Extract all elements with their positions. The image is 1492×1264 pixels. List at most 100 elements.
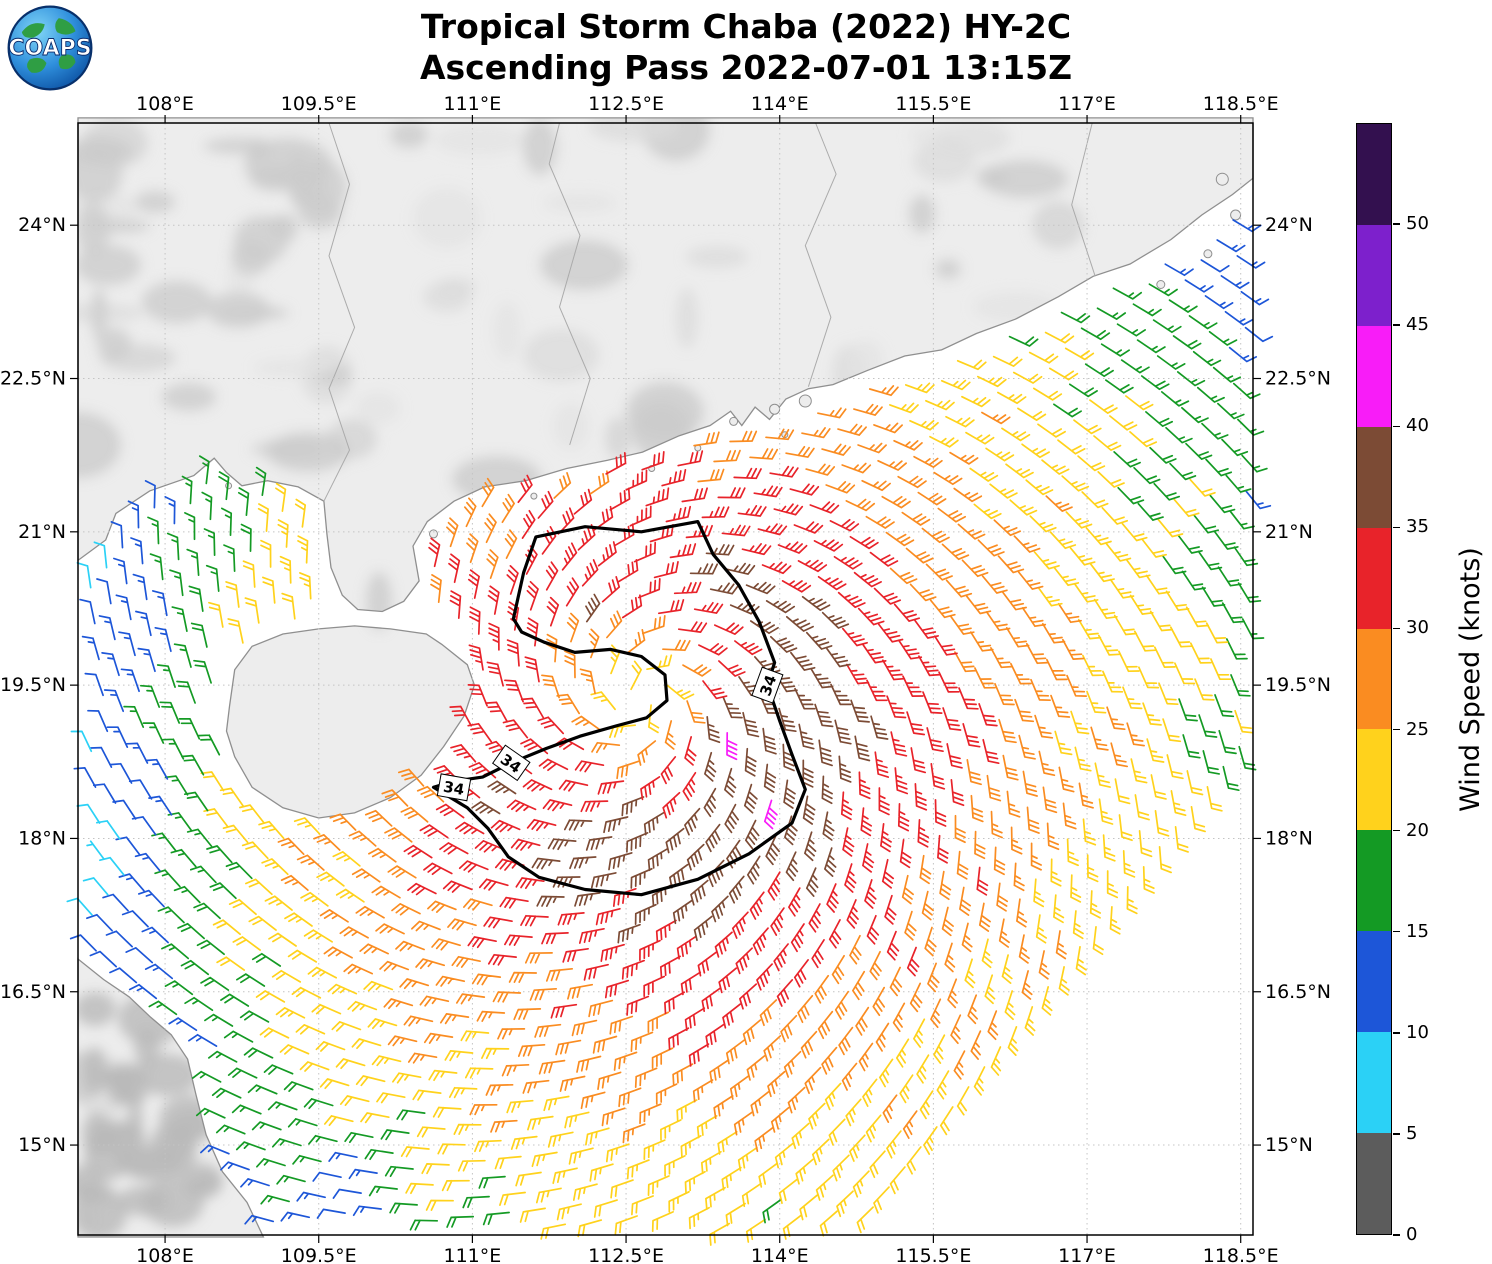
wind-barb [758, 1162, 778, 1188]
wind-barb [1092, 926, 1104, 956]
wind-barb [1146, 738, 1165, 763]
wind-barb [128, 779, 153, 800]
wind-barb [765, 600, 796, 614]
wind-barb [937, 507, 967, 523]
colorbar-bin [1357, 830, 1391, 932]
wind-barb [1077, 618, 1102, 640]
wind-barb [1141, 538, 1167, 558]
wind-barb [640, 776, 661, 801]
wind-barb [981, 575, 1008, 594]
wind-barb [845, 498, 876, 512]
wind-barb [275, 1007, 306, 1019]
wind-barb [966, 758, 982, 786]
wind-barb [69, 934, 97, 952]
wind-barb [1181, 570, 1206, 591]
wind-barb [1142, 865, 1155, 894]
wind-barb [468, 644, 484, 671]
wind-barb [154, 626, 172, 653]
wind-barb [853, 403, 883, 416]
wind-barb [348, 830, 377, 847]
wind-barb [1112, 287, 1143, 300]
wind-barb [761, 561, 792, 575]
wind-barb [1129, 594, 1154, 615]
coastline [225, 625, 476, 819]
wind-barb [534, 1023, 562, 1038]
wind-barb [954, 814, 966, 844]
colorbar-tick [1393, 324, 1400, 326]
wind-barb [808, 1102, 826, 1130]
wind-barb [1220, 275, 1250, 289]
wind-barb [467, 936, 497, 949]
wind-barb [121, 910, 149, 928]
wind-barb [885, 531, 915, 547]
wind-barb [437, 1143, 466, 1155]
wind-barb [854, 735, 871, 762]
wind-barb [1061, 475, 1090, 492]
wind-barb [260, 1194, 290, 1205]
island [530, 492, 538, 500]
wind-barb [990, 1046, 1002, 1076]
wind-barb [918, 655, 941, 677]
wind-barb [684, 1007, 706, 1031]
wind-barb [793, 959, 809, 988]
wind-barb [866, 914, 880, 945]
wind-barb [666, 684, 695, 700]
wind-barb [893, 603, 921, 622]
wind-barb [831, 954, 845, 985]
wind-barb [260, 539, 272, 568]
wind-barb [789, 483, 820, 496]
wind-barb [415, 958, 446, 970]
wind-barb [868, 385, 899, 397]
wind-barb [244, 597, 260, 624]
wind-barb [604, 979, 630, 999]
wind-barb [785, 851, 799, 882]
wind-barb [967, 994, 979, 1025]
wind-barb [173, 643, 192, 668]
wind-barb [515, 1171, 542, 1187]
wind-barb [872, 986, 886, 1017]
wind-barb [492, 991, 522, 1003]
wind-barb [592, 1035, 618, 1054]
colorbar-bin [1357, 124, 1391, 225]
wind-barb [332, 1188, 362, 1199]
wind-barb [540, 1223, 567, 1240]
wind-barb [506, 799, 537, 813]
wind-barb [222, 824, 249, 844]
lon-tick-label-bottom: 115.5°E [895, 1245, 971, 1264]
colorbar-tick-label: 0 [1406, 1224, 1418, 1245]
wind-barb [969, 467, 999, 482]
wind-barb [879, 1058, 894, 1088]
wind-barb [953, 1050, 966, 1080]
lon-tick-label-bottom: 117°E [1058, 1245, 1116, 1264]
wind-barb [1244, 326, 1274, 343]
wind-barb [220, 1161, 250, 1171]
wind-barb [573, 488, 593, 515]
wind-barb [295, 1024, 326, 1035]
wind-barb [1030, 678, 1051, 702]
wind-barb [805, 463, 836, 476]
continent-shape [55, 18, 76, 35]
wind-barb [558, 779, 589, 792]
wind-barb [1090, 726, 1109, 751]
wind-barb [745, 1218, 766, 1243]
wind-barb [291, 986, 322, 999]
wind-barb [239, 804, 265, 824]
wind-barb [662, 639, 691, 652]
wind-barb [1046, 658, 1068, 681]
wind-barb [794, 687, 816, 710]
wind-barb [921, 527, 950, 544]
wind-barb [926, 727, 944, 753]
wind-barb [416, 785, 445, 803]
lon-tick-label-bottom: 109.5°E [281, 1245, 357, 1264]
wind-barb [590, 872, 617, 889]
wind-barb [327, 983, 358, 995]
wind-barb [662, 791, 681, 819]
wind-barb [1225, 638, 1248, 660]
wind-barb [790, 923, 805, 953]
island [1230, 209, 1242, 221]
wind-barb [487, 585, 500, 615]
wind-barb [913, 455, 943, 468]
wind-barb [938, 671, 960, 693]
contour-34kt-line [431, 520, 807, 897]
lat-tick-label-left: 16.5°N [0, 981, 66, 1003]
